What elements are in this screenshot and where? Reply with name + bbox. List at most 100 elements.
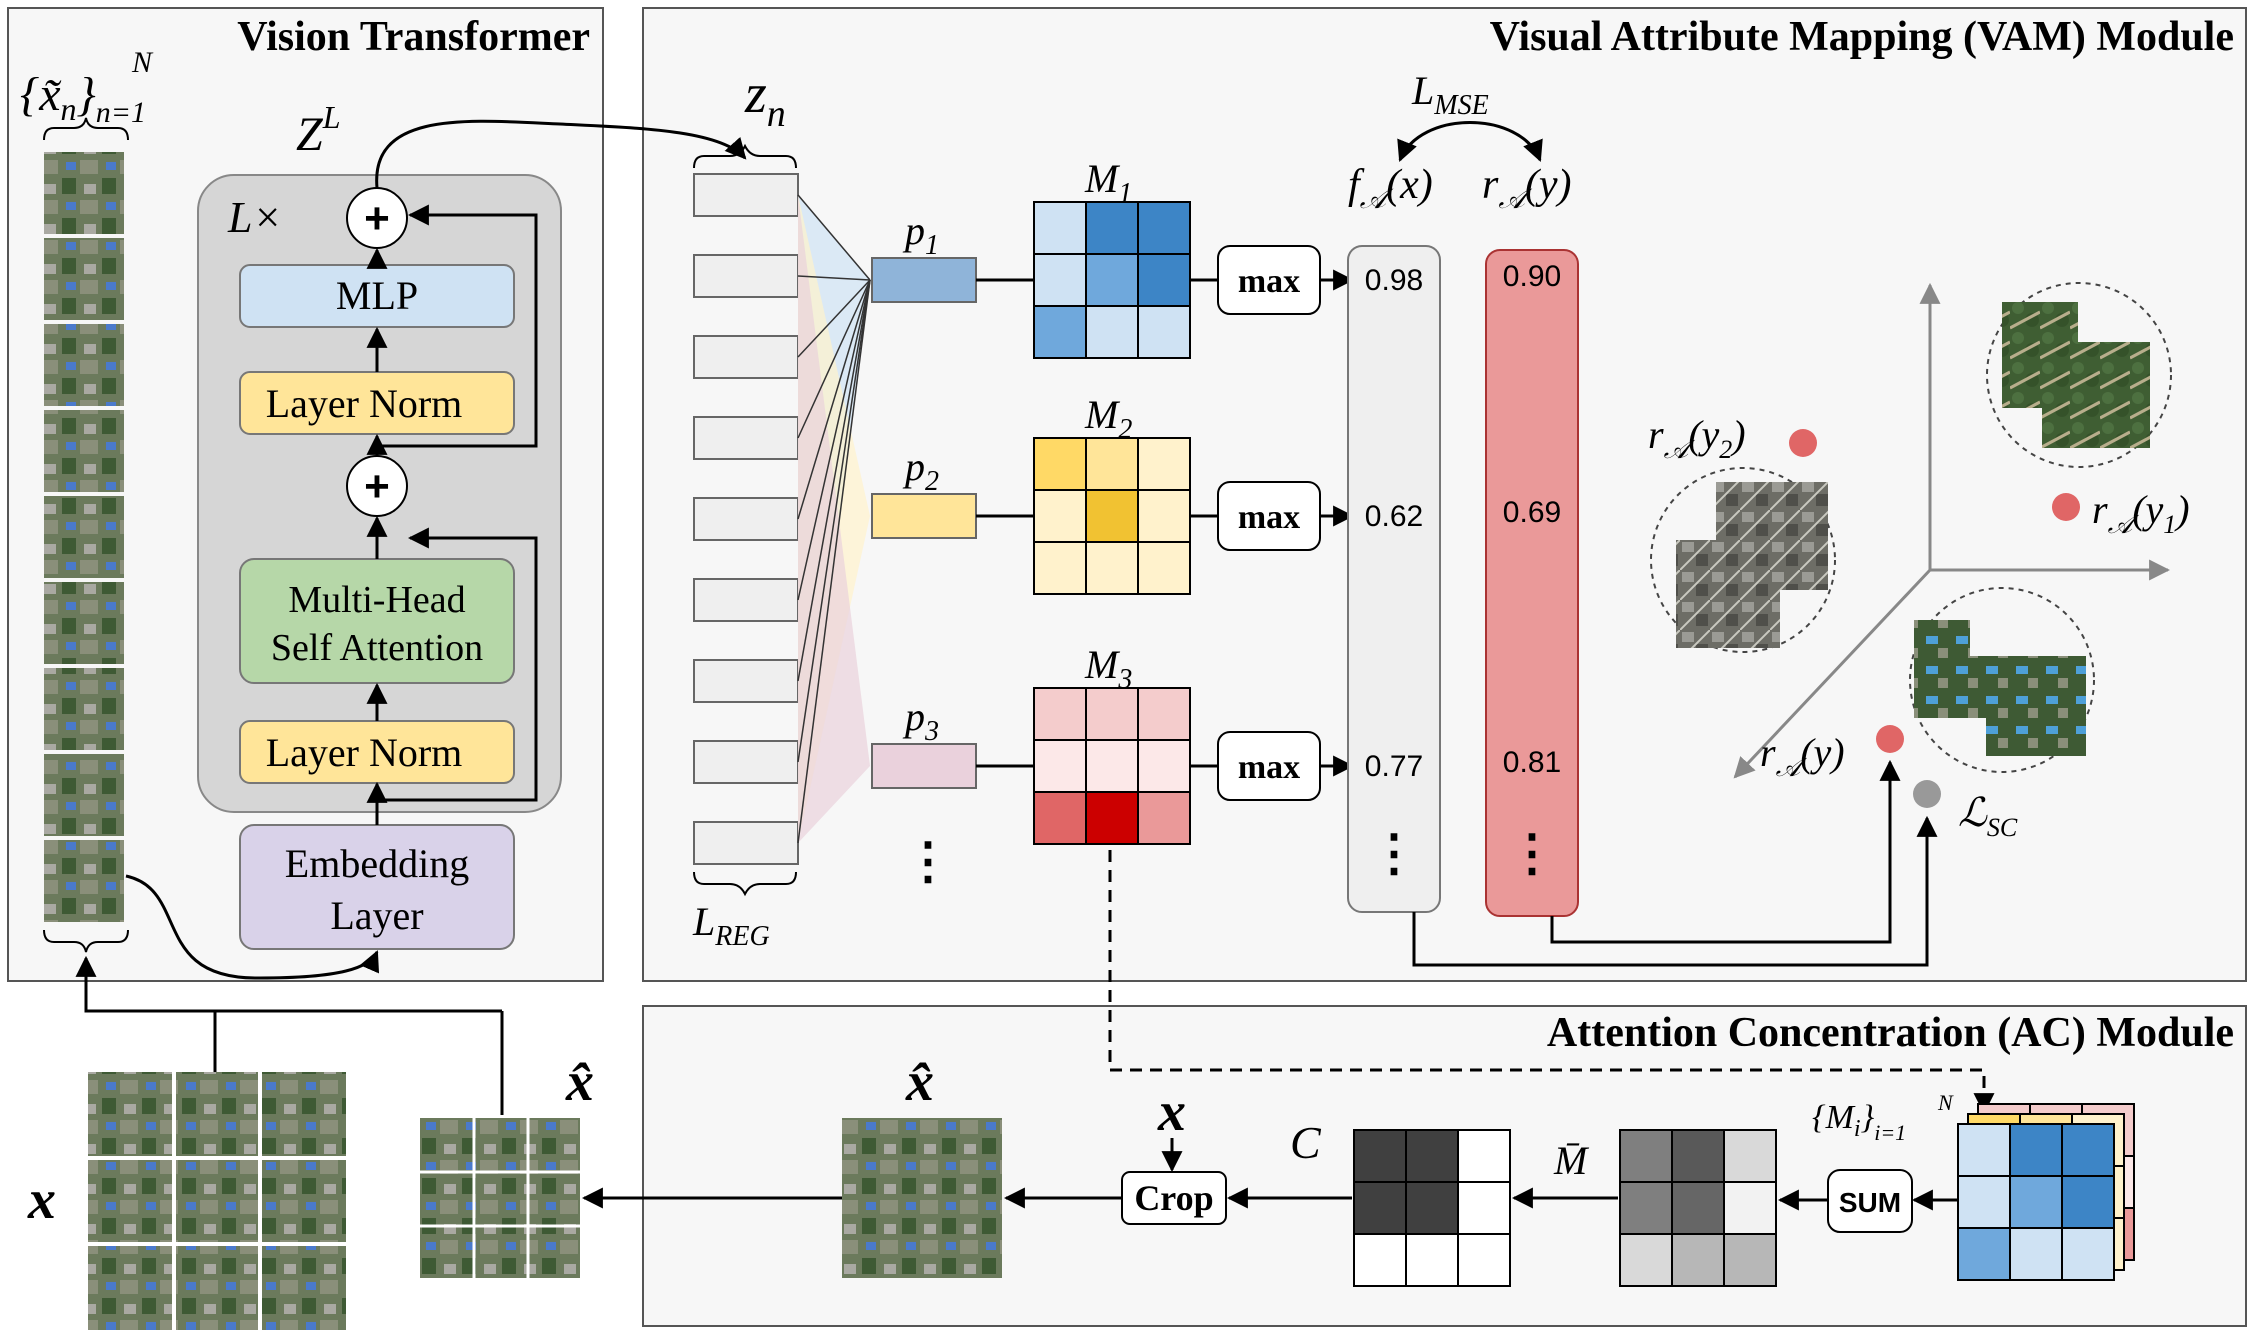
mbar-label: M̄ <box>1553 1138 1590 1183</box>
stacked-map-cell <box>2061 1227 2115 1281</box>
prototype-rows: p1 M1 max p2 M2 max p3 M3 max <box>871 156 1355 845</box>
xhat-crop-label: x̂ <box>565 1051 594 1113</box>
m3-to-ac-dashed-link <box>1108 850 1995 1115</box>
patch-set-label: {x̃n}n=1 <box>20 68 146 129</box>
attention-map-cell <box>1033 305 1087 359</box>
crop-label: Crop <box>1134 1178 1213 1218</box>
input-image <box>88 1072 346 1330</box>
token-prototype-line <box>797 279 871 844</box>
prototype-label: p1 <box>902 208 939 261</box>
attention-map-cell <box>1033 253 1087 307</box>
stacked-map-cell <box>1957 1175 2011 1229</box>
vit-title: Vision Transformer <box>237 14 590 60</box>
grid-cell <box>1671 1181 1725 1235</box>
attention-map-cell <box>1137 541 1191 595</box>
cropped-image <box>842 1118 1002 1278</box>
prototype-vector <box>871 743 977 789</box>
vdots-prototypes: ⋮ <box>903 833 953 889</box>
r-score-value: 0.81 <box>1503 746 1561 779</box>
attention-map-cell <box>1137 739 1191 793</box>
attention-map-cell <box>1085 739 1139 793</box>
attention-map-cell <box>1085 791 1139 845</box>
token-prototype-line <box>797 279 871 682</box>
r-score-value: 0.69 <box>1503 496 1561 529</box>
xhat-output-label: x̂ <box>905 1051 934 1113</box>
r-column-label: r𝒜(y) <box>1482 162 1571 215</box>
point-r-y <box>1876 725 1904 753</box>
token-box <box>693 416 799 460</box>
image-patch-tile <box>44 668 124 750</box>
zn-label: zn <box>744 63 786 135</box>
f-score-value: 0.62 <box>1365 500 1423 533</box>
attention-map-cell <box>1033 687 1087 741</box>
attention-map-cell <box>1033 437 1087 491</box>
score-to-space-arrows <box>1412 759 1938 967</box>
image-patch-tile <box>44 238 124 320</box>
grid-cell <box>1405 1129 1459 1183</box>
attention-map-cell <box>1137 253 1191 307</box>
prototype-vector <box>871 493 977 539</box>
lmse-arrow <box>1397 121 1543 162</box>
zl-label: ZL <box>296 99 341 161</box>
attention-map-cell <box>1137 437 1191 491</box>
attention-map-cell <box>1085 201 1139 255</box>
token-prototype-line <box>797 279 871 601</box>
image-patch-tile <box>44 410 124 492</box>
zl-to-zn-arrow <box>375 119 747 189</box>
token-box <box>693 659 799 703</box>
token-prototype-line <box>797 279 871 358</box>
mi-set-superscript: N <box>1937 1090 1954 1115</box>
token-box <box>693 740 799 784</box>
token-box <box>693 254 799 298</box>
attention-map-cell <box>1085 687 1139 741</box>
score-values: 0.98 0.62 0.77 0.90 0.69 0.81 <box>1365 260 1561 783</box>
label-lsc: ℒSC <box>1958 790 2018 842</box>
summed-attention-grid <box>1619 1129 1777 1287</box>
embedding-label-1: Embedding <box>285 841 469 886</box>
attention-map-cell <box>1137 791 1191 845</box>
prototype-label: p3 <box>902 694 939 747</box>
token-prototype-line <box>797 279 871 439</box>
patch-set-superscript: N <box>131 46 154 79</box>
plus-symbol-top: + <box>364 194 390 243</box>
point-r-y1 <box>2052 493 2080 521</box>
f-score-column <box>1347 245 1441 913</box>
zn-brace <box>693 143 797 169</box>
image-patch-tile <box>44 152 124 234</box>
r-score-column <box>1485 249 1579 917</box>
grid-cell <box>1723 1233 1777 1287</box>
lreg-brace <box>693 871 797 897</box>
grid-cell <box>1457 1181 1511 1235</box>
attention-map-cell <box>1085 305 1139 359</box>
prototype-label: p2 <box>902 444 939 497</box>
max-pool-label: max <box>1238 749 1300 786</box>
x-input-label: x <box>27 1169 56 1231</box>
embedding-axes <box>1733 282 2171 779</box>
embedding-label-2: Layer <box>330 893 423 938</box>
max-pool-label: max <box>1238 499 1300 536</box>
token-box <box>693 578 799 622</box>
attention-map-cell <box>1085 541 1139 595</box>
token-prototype-line <box>797 279 871 763</box>
vdots-r: ⋮ <box>1507 825 1557 881</box>
max-pool-label: max <box>1238 263 1300 300</box>
mlp-label: MLP <box>336 273 418 318</box>
resort-patches <box>1914 620 2086 756</box>
point-lsc <box>1913 780 1941 808</box>
lreg-label: LREG <box>692 899 770 952</box>
grid-cell <box>1671 1233 1725 1287</box>
image-patch-tile <box>44 582 124 664</box>
r-score-value: 0.90 <box>1503 260 1561 293</box>
f-score-value: 0.98 <box>1365 264 1423 297</box>
prototype-vector <box>871 257 977 303</box>
grid-cell <box>1353 1129 1407 1183</box>
grid-cell <box>1723 1129 1777 1183</box>
point-r-y2 <box>1789 429 1817 457</box>
image-patch-tile <box>44 496 124 578</box>
attention-map-cell <box>1033 489 1087 543</box>
stacked-map-cell <box>2009 1227 2063 1281</box>
attention-map-cell <box>1137 489 1191 543</box>
stacked-map-cell <box>2009 1175 2063 1229</box>
plus-symbol-mid: + <box>364 462 390 511</box>
